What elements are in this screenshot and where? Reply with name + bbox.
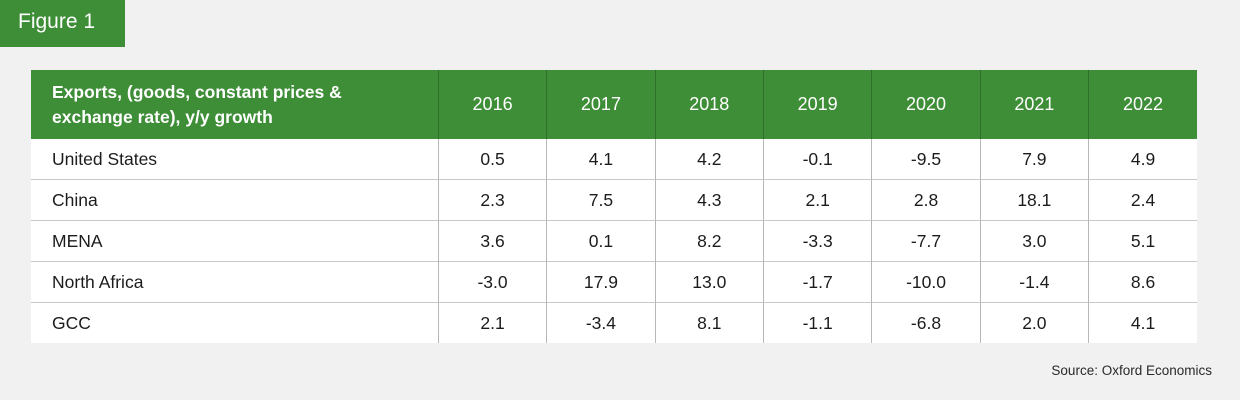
table-cell: 8.6	[1088, 261, 1197, 303]
table-cell: 2.8	[871, 179, 981, 221]
row-label: North Africa	[31, 261, 439, 303]
table-cell: -1.7	[762, 261, 872, 303]
table-cell: 8.1	[654, 302, 764, 343]
table-cell: -6.8	[871, 302, 981, 343]
table-cell: 0.1	[546, 220, 656, 262]
table-row: China 2.3 7.5 4.3 2.1 2.8 18.1 2.4	[31, 179, 1197, 221]
table-cell: -7.7	[871, 220, 981, 262]
column-header-year: 2019	[762, 70, 872, 139]
table-cell: 3.6	[437, 220, 547, 262]
column-header-year: 2016	[437, 70, 547, 139]
table-cell: 17.9	[546, 261, 656, 303]
column-header-year: 2021	[979, 70, 1089, 139]
table-cell: 7.5	[546, 179, 656, 221]
column-header-year: 2020	[871, 70, 981, 139]
table-row: United States 0.5 4.1 4.2 -0.1 -9.5 7.9 …	[31, 139, 1197, 180]
table-row: MENA 3.6 0.1 8.2 -3.3 -7.7 3.0 5.1	[31, 220, 1197, 262]
table-cell: 5.1	[1088, 220, 1197, 262]
table-cell: 8.2	[654, 220, 764, 262]
table-cell: -1.1	[762, 302, 872, 343]
table-cell: -10.0	[871, 261, 981, 303]
table-cell: 4.3	[654, 179, 764, 221]
source-note: Source: Oxford Economics	[1051, 363, 1212, 378]
table-cell: 2.0	[979, 302, 1089, 343]
table-cell: 2.3	[437, 179, 547, 221]
row-label: MENA	[31, 220, 439, 262]
table-cell: 2.1	[762, 179, 872, 221]
table-cell: 4.1	[1088, 302, 1197, 343]
column-header-year: 2018	[654, 70, 764, 139]
table-cell: 13.0	[654, 261, 764, 303]
table-cell: -1.4	[979, 261, 1089, 303]
table-cell: 18.1	[979, 179, 1089, 221]
table-cell: -9.5	[871, 139, 981, 180]
figure-label: Figure 1	[0, 0, 125, 47]
table-cell: 3.0	[979, 220, 1089, 262]
column-header-year: 2022	[1088, 70, 1197, 139]
table-cell: -3.4	[546, 302, 656, 343]
exports-growth-table: Exports, (goods, constant prices & excha…	[31, 70, 1197, 343]
table-cell: 7.9	[979, 139, 1089, 180]
table-cell: 2.4	[1088, 179, 1197, 221]
table-cell: 2.1	[437, 302, 547, 343]
row-label: GCC	[31, 302, 439, 343]
table-cell: 4.2	[654, 139, 764, 180]
table-row: North Africa -3.0 17.9 13.0 -1.7 -10.0 -…	[31, 261, 1197, 303]
table-cell: 4.1	[546, 139, 656, 180]
table-header-row: Exports, (goods, constant prices & excha…	[31, 70, 1197, 139]
row-label: United States	[31, 139, 439, 180]
table-header-label: Exports, (goods, constant prices & excha…	[31, 70, 439, 139]
table-cell: -0.1	[762, 139, 872, 180]
table-cell: -3.0	[437, 261, 547, 303]
table-row: GCC 2.1 -3.4 8.1 -1.1 -6.8 2.0 4.1	[31, 302, 1197, 343]
table-cell: 0.5	[437, 139, 547, 180]
row-label: China	[31, 179, 439, 221]
data-table-container: Exports, (goods, constant prices & excha…	[31, 70, 1197, 343]
table-cell: -3.3	[762, 220, 872, 262]
column-header-year: 2017	[546, 70, 656, 139]
table-cell: 4.9	[1088, 139, 1197, 180]
